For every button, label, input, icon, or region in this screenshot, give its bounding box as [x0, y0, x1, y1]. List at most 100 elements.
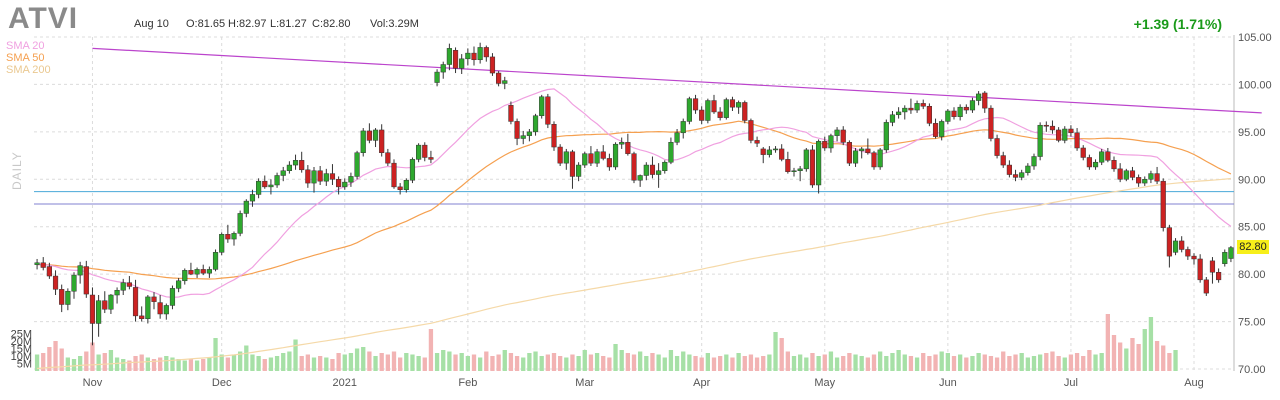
candle-body	[299, 160, 305, 171]
volume-tick-label: 25M	[11, 329, 32, 341]
volume-bar	[496, 354, 501, 371]
candle-body	[188, 270, 194, 275]
candle-body	[760, 148, 766, 155]
y-tick-label: 75.00	[1238, 317, 1266, 329]
volume-bar	[656, 354, 661, 371]
candle-body	[951, 110, 957, 117]
volume-bar	[145, 357, 150, 371]
candle-body	[354, 152, 360, 177]
x-tick-label: Apr	[693, 377, 710, 389]
candle-body	[1092, 161, 1099, 168]
legend-sma20: SMA 20	[6, 40, 45, 52]
candle-body	[428, 157, 434, 160]
volume-bar	[1081, 356, 1086, 371]
candle-body	[139, 315, 145, 319]
candle-body	[200, 269, 206, 274]
candle-body	[1043, 124, 1049, 127]
sma50-line	[37, 120, 1232, 280]
candle-body	[182, 270, 188, 282]
candle-body	[637, 175, 643, 181]
candle-body	[729, 99, 736, 108]
candle-body	[606, 158, 612, 168]
volume-bar	[194, 360, 200, 371]
legend-sma50: SMA 50	[6, 52, 45, 64]
volume-bar	[508, 353, 514, 371]
volume-bar	[908, 356, 914, 371]
candle-body	[286, 164, 292, 171]
x-tick-label: Jul	[1064, 377, 1078, 389]
candle-body	[945, 110, 951, 122]
volume-bar	[170, 357, 175, 371]
candle-body	[176, 280, 182, 289]
candle-body	[508, 105, 514, 122]
volume-bar	[379, 353, 384, 371]
candle-body	[914, 103, 920, 111]
candle-body	[502, 80, 508, 84]
candle-body	[779, 148, 785, 160]
volume-bar	[730, 357, 735, 371]
candle-body	[723, 99, 729, 118]
candle-body	[1049, 125, 1056, 131]
volume-bar	[779, 338, 784, 371]
volume-bar	[176, 359, 181, 371]
candle-body	[34, 262, 40, 265]
volume-bar	[674, 356, 680, 371]
volume-bar	[398, 357, 403, 371]
volume-bar	[1118, 342, 1123, 371]
candle-body	[1037, 124, 1043, 157]
candle-body	[1185, 249, 1191, 257]
volume-bar	[65, 357, 70, 371]
x-tick-label: May	[814, 377, 835, 389]
volume-bar	[687, 354, 692, 371]
volume-tick-label: 15M	[11, 344, 32, 356]
x-tick-label: Jun	[939, 377, 957, 389]
high-value: H:82.97	[228, 18, 267, 30]
volume-bar	[625, 353, 630, 371]
volume-bar	[1124, 348, 1129, 371]
volume-bar	[736, 353, 741, 371]
candle-body	[1031, 156, 1037, 167]
candle-body	[877, 149, 883, 168]
volume-bar	[847, 353, 852, 371]
candle-body	[52, 275, 59, 290]
volume-bar	[748, 354, 754, 371]
candle-body	[292, 160, 299, 166]
volume-bar	[1105, 314, 1110, 371]
close-value: C:82.80	[312, 18, 351, 30]
volume-value: Vol:3.29M	[370, 18, 419, 30]
volume-bar	[884, 356, 889, 371]
candle-body	[957, 106, 963, 117]
volume-bar	[951, 356, 957, 371]
volume-bar	[281, 353, 286, 371]
volume-bar	[921, 353, 926, 371]
candle-body	[416, 144, 422, 160]
candle-body	[582, 153, 588, 166]
candle-body	[982, 92, 988, 109]
candle-body	[237, 213, 243, 234]
candle-body	[932, 123, 939, 137]
y-tick-label: 105.00	[1238, 32, 1272, 44]
candle-body	[391, 162, 397, 188]
volume-bar	[164, 356, 169, 371]
candle-body	[520, 135, 526, 139]
price-axis: 70.00 75.00 80.00 85.00 90.00 95.00 100.00 105.…	[1238, 32, 1272, 376]
candle-body	[471, 52, 477, 61]
candle-body	[816, 141, 822, 186]
legend-sma200: SMA 200	[6, 64, 51, 76]
candle-body	[668, 142, 674, 163]
volume-bar	[896, 350, 901, 371]
candle-body	[274, 175, 280, 186]
candle-body	[225, 234, 231, 240]
volume-bar	[127, 360, 132, 371]
candle-body	[674, 132, 680, 143]
volume-bar	[441, 350, 446, 371]
candle-body	[969, 100, 976, 111]
candle-body	[1203, 279, 1209, 294]
candle-body	[440, 64, 446, 73]
volume-bar	[514, 356, 520, 371]
volume-bar	[34, 354, 40, 371]
volume-bar	[1050, 351, 1055, 371]
candle-body	[311, 170, 317, 184]
